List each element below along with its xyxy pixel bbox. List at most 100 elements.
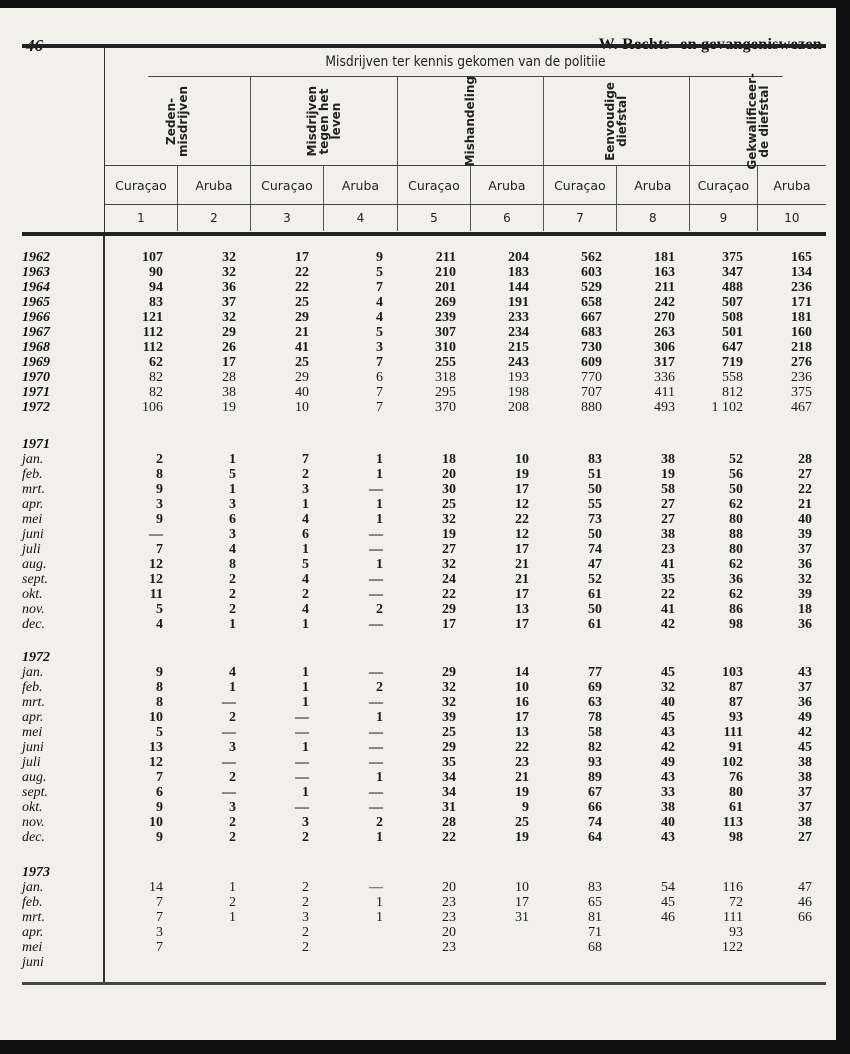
table-cell: 4 <box>302 602 309 617</box>
subcolumn-header: Aruba <box>324 166 398 204</box>
table-cell: 25 <box>442 497 456 512</box>
table-cell: 1 <box>229 680 236 695</box>
table-cell: 52 <box>588 572 602 587</box>
table-cell: 111 <box>723 725 743 740</box>
table-cell: 103 <box>722 665 743 680</box>
row-label: nov. <box>22 815 45 830</box>
row-label: aug. <box>22 557 47 572</box>
table-cell <box>757 940 826 955</box>
table-cell: 21 <box>515 572 529 587</box>
row-label: dec. <box>22 617 45 632</box>
table-row: apr. 10 2 — 1 39 17 78 45 93 49 <box>22 710 826 725</box>
table-cell: — <box>369 482 383 497</box>
table-cell: 12 <box>149 557 163 572</box>
table-cell: 19 <box>515 467 529 482</box>
table-cell: 163 <box>654 265 675 280</box>
table-cell: 17 <box>515 710 529 725</box>
table-cell: 36 <box>729 572 743 587</box>
table-cell: 2 <box>376 602 383 617</box>
table-cell: 38 <box>222 385 236 400</box>
bottom-rule <box>22 982 826 985</box>
table-cell: 45 <box>661 895 675 910</box>
table-cell: 193 <box>508 370 529 385</box>
table-cell: 83 <box>588 880 602 895</box>
table-cell: 370 <box>435 400 456 415</box>
table-cell: 647 <box>722 340 743 355</box>
table-cell: 1 <box>376 770 383 785</box>
table-cell: 242 <box>654 295 675 310</box>
table-cell: 36 <box>798 695 812 710</box>
table-cell: 1 <box>302 542 309 557</box>
table-cell: 25 <box>442 725 456 740</box>
table-cell: 1 <box>376 557 383 572</box>
table-cell: — <box>369 725 383 740</box>
table-row: 1963 90 32 22 5 210 183 603 163 347 134 <box>22 265 826 280</box>
table-cell: 208 <box>508 400 529 415</box>
table-cell: 28 <box>442 815 456 830</box>
row-label: 1966 <box>22 310 50 325</box>
table-cell: 27 <box>661 497 675 512</box>
table-cell: 270 <box>654 310 675 325</box>
table-cell: 1 <box>229 617 236 632</box>
row-label: jan. <box>22 665 44 680</box>
table-cell: 2 <box>229 895 236 910</box>
table-cell: 276 <box>791 355 812 370</box>
table-header: Misdrijven ter kennis gekomen van de pol… <box>22 44 826 236</box>
table-cell: 2 <box>229 770 236 785</box>
table-cell <box>470 955 543 970</box>
table-cell: 113 <box>722 815 743 830</box>
table-cell: 529 <box>581 280 602 295</box>
table-cell: 18 <box>442 452 456 467</box>
table-cell: 76 <box>729 770 743 785</box>
row-label: apr. <box>22 710 44 725</box>
table-cell: 6 <box>229 512 236 527</box>
table-cell: 4 <box>376 295 383 310</box>
table-cell: 82 <box>149 370 163 385</box>
table-cell: 1 <box>302 680 309 695</box>
table-cell: 73 <box>588 512 602 527</box>
group-label: Gekwalificeer- de diefstal <box>744 72 771 170</box>
section-label: 1971 <box>22 437 50 452</box>
row-label: juni <box>22 740 44 755</box>
group-label: Eenvoudige diefstal <box>603 81 630 161</box>
table-cell: 27 <box>661 512 675 527</box>
table-cell: 12 <box>515 527 529 542</box>
table-cell: — <box>222 725 236 740</box>
table-cell: 5 <box>302 557 309 572</box>
table-cell: 40 <box>661 695 675 710</box>
table-cell: 233 <box>508 310 529 325</box>
subcolumn-header: Aruba <box>178 166 251 204</box>
table-cell: 1 <box>302 695 309 710</box>
table-cell: 880 <box>581 400 602 415</box>
table-cell: 13 <box>515 725 529 740</box>
row-label: aug. <box>22 770 47 785</box>
table-row: 1968 112 26 41 3 310 215 730 306 647 218 <box>22 340 826 355</box>
table-row: juni — 3 6 — 19 12 50 38 88 39 <box>22 527 826 542</box>
table-cell: 9 <box>156 665 163 680</box>
table-cell <box>616 940 689 955</box>
table-cell: 10 <box>295 400 309 415</box>
table-row: dec. 9 2 2 1 22 19 64 43 98 27 <box>22 830 826 845</box>
table-cell: 23 <box>661 542 675 557</box>
table-cell: 40 <box>295 385 309 400</box>
table-row: mei 7 2 23 68 122 <box>22 940 826 955</box>
table-cell: — <box>369 665 383 680</box>
table-cell: 1 <box>376 830 383 845</box>
row-label: 1970 <box>22 370 50 385</box>
table-cell: 165 <box>791 250 812 265</box>
table-cell: 21 <box>515 770 529 785</box>
table-cell: 89 <box>588 770 602 785</box>
table-row: mrt. 8 — 1 — 32 16 63 40 87 36 <box>22 695 826 710</box>
table-cell: 609 <box>581 355 602 370</box>
table-cell: 29 <box>442 602 456 617</box>
table-cell: 61 <box>588 587 602 602</box>
table-cell: 215 <box>508 340 529 355</box>
table-cell: 49 <box>798 710 812 725</box>
row-label: feb. <box>22 895 43 910</box>
table-cell: 1 <box>229 482 236 497</box>
table-cell: 5 <box>229 467 236 482</box>
subcolumn-headers: Curaçao Aruba Curaçao Aruba Curaçao Aruba Cura… <box>105 166 826 205</box>
section-year-row: 1972 <box>22 650 826 665</box>
table-cell: 63 <box>588 695 602 710</box>
table-row: dec. 4 1 1 — 17 17 61 42 98 36 <box>22 617 826 632</box>
